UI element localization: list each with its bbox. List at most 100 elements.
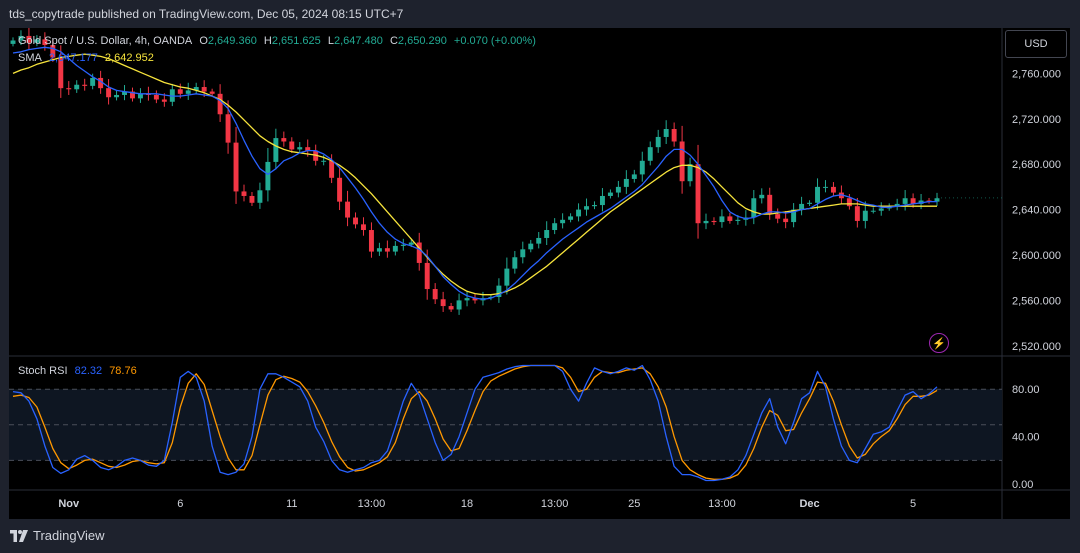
sma-fast-line	[12, 46, 937, 300]
candle-body	[512, 257, 518, 269]
price-tick-label: 2,520.000	[1012, 341, 1061, 353]
candle-body	[631, 174, 637, 179]
time-tick-label: 18	[461, 498, 473, 510]
publish-info: tds_copytrade published on TradingView.c…	[9, 7, 404, 21]
candle-body	[345, 201, 351, 218]
candle-body	[241, 191, 247, 196]
candle-body	[663, 129, 669, 137]
price-legend: Gold Spot / U.S. Dollar, 4h, OANDA O2,64…	[18, 35, 540, 47]
change-value: +0.070 (+0.00%)	[453, 35, 536, 47]
candle-body	[305, 147, 311, 151]
candle-body	[114, 94, 120, 98]
candle-body	[161, 99, 167, 102]
candle-body	[273, 138, 279, 162]
open-value: 2,649.360	[207, 35, 257, 47]
open-label: O	[199, 35, 208, 47]
candle-body	[823, 186, 828, 188]
price-tick-label: 2,600.000	[1012, 250, 1061, 262]
candle-body	[934, 198, 940, 202]
candle-body	[878, 208, 884, 211]
candle-body	[400, 244, 406, 246]
time-tick-label: Nov	[58, 498, 80, 510]
low-value: 2,647.480	[333, 35, 383, 47]
candle-body	[536, 237, 542, 244]
candle-body	[265, 161, 271, 191]
time-tick-label: 6	[177, 498, 183, 510]
candle-body	[687, 164, 693, 182]
candle-body	[130, 91, 135, 99]
candle-body	[735, 219, 741, 221]
chart-frame[interactable]: 2,760.000 2,720.000 2,680.000 2,640.000 2,60…	[9, 28, 1070, 519]
top-bar: tds_copytrade published on TradingView.c…	[0, 0, 1080, 28]
candle-body	[297, 147, 303, 150]
candle-body	[552, 223, 558, 231]
candle-body	[82, 84, 88, 86]
candle-body	[846, 198, 852, 207]
chart-canvas[interactable]: 2,760.000 2,720.000 2,680.000 2,640.000 2,60…	[9, 28, 1070, 519]
time-tick-label: 13:00	[358, 498, 386, 510]
candle-body	[432, 289, 438, 300]
candle-body	[910, 198, 916, 204]
bottom-bar: TradingView	[0, 519, 1080, 553]
candle-body	[615, 186, 621, 193]
candle-body	[576, 209, 582, 217]
price-tick-label: 2,680.000	[1012, 159, 1061, 171]
time-tick-label: 25	[628, 498, 640, 510]
lightning-icon[interactable]: ⚡	[929, 333, 949, 353]
candle-body	[353, 217, 358, 225]
candle-body	[153, 94, 159, 100]
candle-body	[703, 220, 709, 224]
sma-legend: SMA 2,647.177 2,642.952	[18, 52, 158, 64]
time-tick-label: 5	[910, 498, 916, 510]
price-tick-label: 2,720.000	[1012, 114, 1061, 126]
candle-body	[329, 160, 335, 178]
candle-body	[137, 93, 143, 99]
candle-body	[695, 164, 701, 224]
stoch-d-line	[12, 364, 938, 480]
candle-body	[655, 136, 661, 148]
symbol-title[interactable]: Gold Spot / U.S. Dollar, 4h, OANDA	[18, 35, 193, 47]
candle-body	[98, 77, 104, 89]
candle-body	[520, 249, 526, 258]
candle-body	[560, 219, 566, 224]
candle-body	[337, 177, 343, 202]
candle-body	[607, 192, 613, 196]
candle-body	[34, 39, 40, 43]
candle-body	[783, 218, 789, 223]
stoch-tick-label: 0.00	[1012, 479, 1033, 491]
candle-body	[106, 88, 112, 98]
price-tick-label: 2,760.000	[1012, 68, 1061, 80]
candle-body	[233, 142, 239, 192]
time-tick-label: 11	[286, 498, 297, 510]
candle-body	[193, 87, 199, 91]
candle-body	[225, 114, 231, 143]
sma-label[interactable]: SMA	[18, 52, 42, 64]
candle-body	[719, 216, 725, 223]
candle-body	[767, 194, 773, 215]
candle-body	[10, 40, 16, 44]
candle-body	[384, 248, 390, 252]
candle-body	[368, 230, 374, 252]
candle-body	[74, 84, 80, 90]
candle-body	[862, 210, 868, 221]
candle-body	[592, 205, 597, 207]
candle-body	[289, 141, 295, 150]
candle-body	[623, 178, 629, 187]
candle-body	[408, 242, 414, 245]
candle-body	[257, 190, 263, 203]
candle-body	[815, 186, 820, 203]
candle-body	[496, 285, 502, 297]
candle-body	[679, 141, 685, 182]
candle-body	[639, 160, 645, 175]
candle-body	[775, 214, 781, 219]
candle-body	[671, 129, 677, 142]
stoch-legend: Stoch RSI 82.32 78.76	[18, 365, 141, 377]
candle-body	[376, 248, 382, 252]
stoch-label[interactable]: Stoch RSI	[18, 365, 68, 377]
currency-button[interactable]: USD	[1005, 30, 1067, 58]
stoch-k-value: 82.32	[74, 365, 103, 377]
tradingview-logo[interactable]: TradingView	[10, 528, 105, 543]
candle-body	[26, 35, 32, 43]
stoch-k-line	[12, 364, 938, 482]
candle-body	[727, 216, 733, 221]
